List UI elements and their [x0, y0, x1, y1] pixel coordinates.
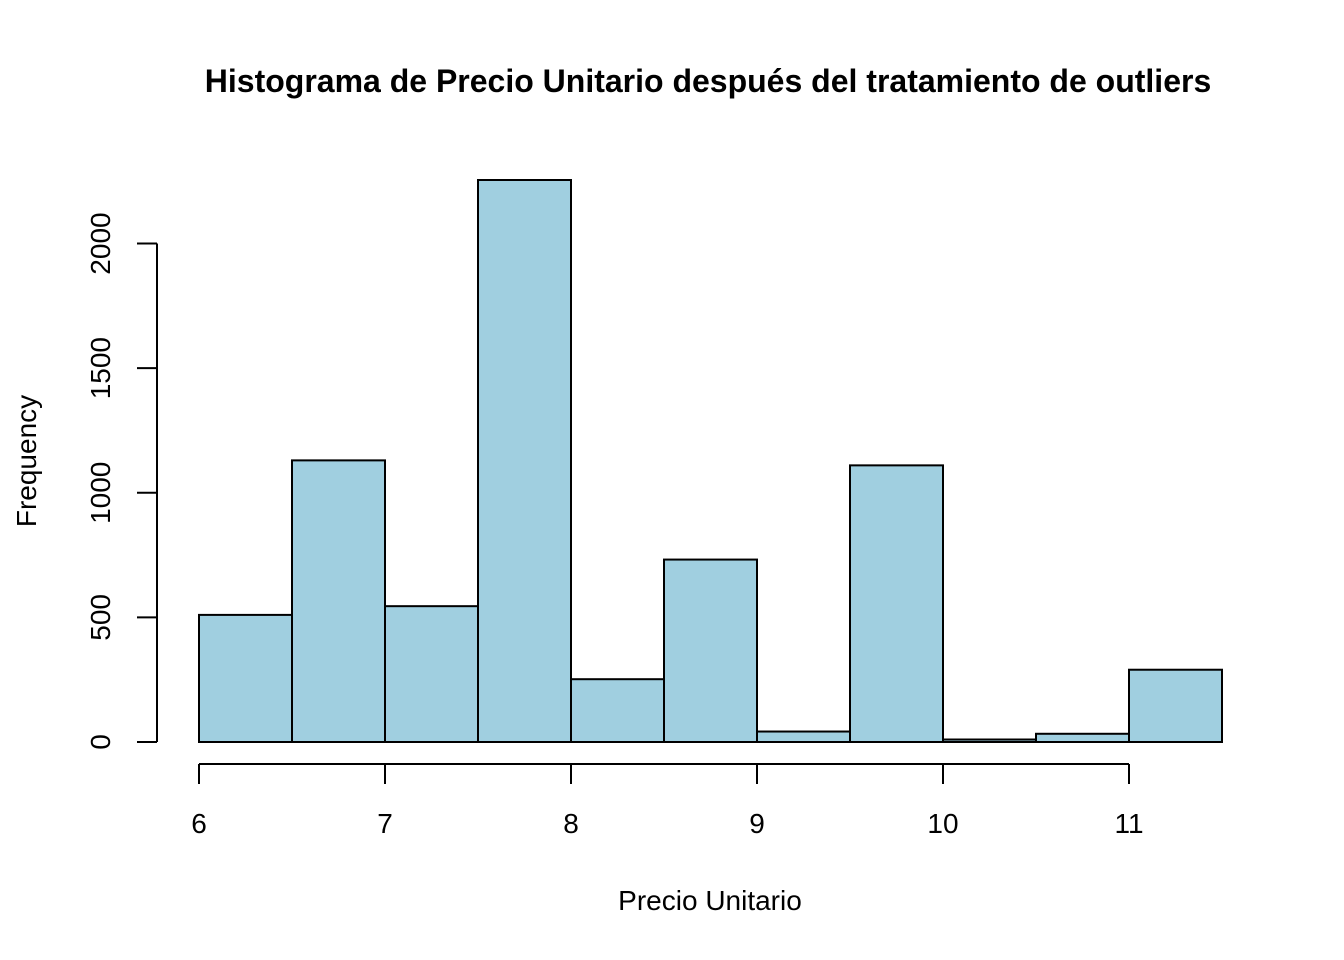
histogram-bar	[943, 740, 1036, 742]
x-axis: 6 7 8 9 10 11	[191, 764, 1143, 839]
histogram-bar	[664, 560, 757, 742]
histogram-bar	[199, 615, 292, 742]
histogram-bar	[850, 465, 943, 742]
histogram-bar	[571, 679, 664, 742]
histogram-bar	[1036, 734, 1129, 742]
histogram-bar	[478, 180, 571, 742]
histogram-bar	[1129, 670, 1222, 742]
y-tick-label: 500	[85, 594, 116, 641]
histogram-bar	[385, 606, 478, 742]
x-axis-label: Precio Unitario	[618, 885, 802, 916]
x-tick-label: 8	[563, 808, 579, 839]
x-tick-label: 9	[749, 808, 765, 839]
y-axis-label: Frequency	[11, 395, 42, 527]
y-tick-label: 1500	[85, 337, 116, 399]
x-tick-label: 10	[927, 808, 958, 839]
y-tick-label: 0	[85, 734, 116, 750]
bars-group	[199, 180, 1222, 742]
chart-title: Histograma de Precio Unitario después de…	[205, 63, 1211, 99]
y-axis: 0 500 1000 1500 2000	[85, 212, 157, 749]
x-tick-label: 6	[191, 808, 207, 839]
x-tick-label: 7	[377, 808, 393, 839]
y-tick-label: 2000	[85, 212, 116, 274]
x-tick-label: 11	[1114, 808, 1143, 839]
y-tick-label: 1000	[85, 462, 116, 524]
histogram-bar	[292, 460, 385, 742]
histogram-bar	[757, 732, 850, 742]
